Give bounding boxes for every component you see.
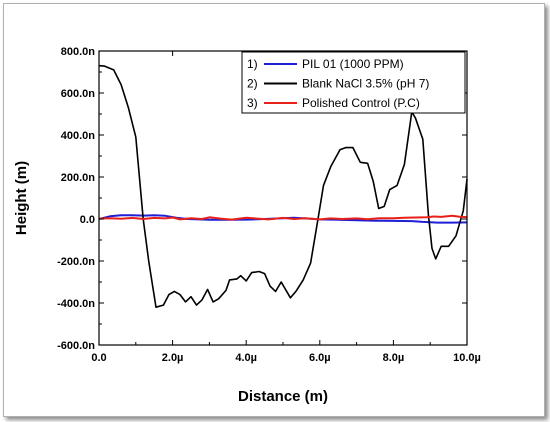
- x-tick-label: 4.0µ: [235, 352, 257, 364]
- x-tick-label: 6.0µ: [309, 352, 331, 364]
- series-line-3: [98, 214, 468, 221]
- x-tick-label: 10.0µ: [453, 352, 481, 364]
- legend-label: PIL 01 (1000 PPM): [302, 57, 404, 71]
- y-tick-label: 600.0n: [61, 88, 96, 100]
- legend: 1) PIL 01 (1000 PPM) 2) Blank NaCl 3.5% (pH…: [241, 51, 466, 114]
- chart-panel: 0.0 2.0µ 4.0µ 6.0µ 8.0µ 10.0µ 800.0n 600.0n 400.…: [3, 3, 545, 417]
- y-tick-label: 400.0n: [61, 130, 96, 142]
- y-axis-title: Height (m): [13, 161, 30, 235]
- x-tick-label: 2.0µ: [162, 352, 184, 364]
- x-axis-title: Distance (m): [238, 388, 328, 405]
- legend-label: Polished Control (P.C): [302, 96, 420, 110]
- legend-index: 3): [247, 96, 258, 110]
- y-tick-label: 800.0n: [61, 46, 96, 58]
- y-tick-label: 0.0: [80, 214, 95, 226]
- x-tick-label: 8.0µ: [383, 352, 405, 364]
- y-tick-label: 200.0n: [61, 172, 96, 184]
- legend-index: 1): [247, 57, 258, 71]
- y-tick-label: -400.0n: [57, 298, 95, 310]
- legend-index: 2): [247, 77, 258, 91]
- y-tick-label: -200.0n: [57, 256, 95, 268]
- y-tick-label: -600.0n: [57, 340, 95, 352]
- line-chart: 0.0 2.0µ 4.0µ 6.0µ 8.0µ 10.0µ 800.0n 600.0n 400.…: [13, 46, 481, 405]
- legend-label: Blank NaCl 3.5% (pH 7): [302, 77, 429, 91]
- x-tick-label: 0.0: [91, 352, 106, 364]
- axis-ticks: 0.0 2.0µ 4.0µ 6.0µ 8.0µ 10.0µ 800.0n 600.0n 400.…: [57, 46, 481, 364]
